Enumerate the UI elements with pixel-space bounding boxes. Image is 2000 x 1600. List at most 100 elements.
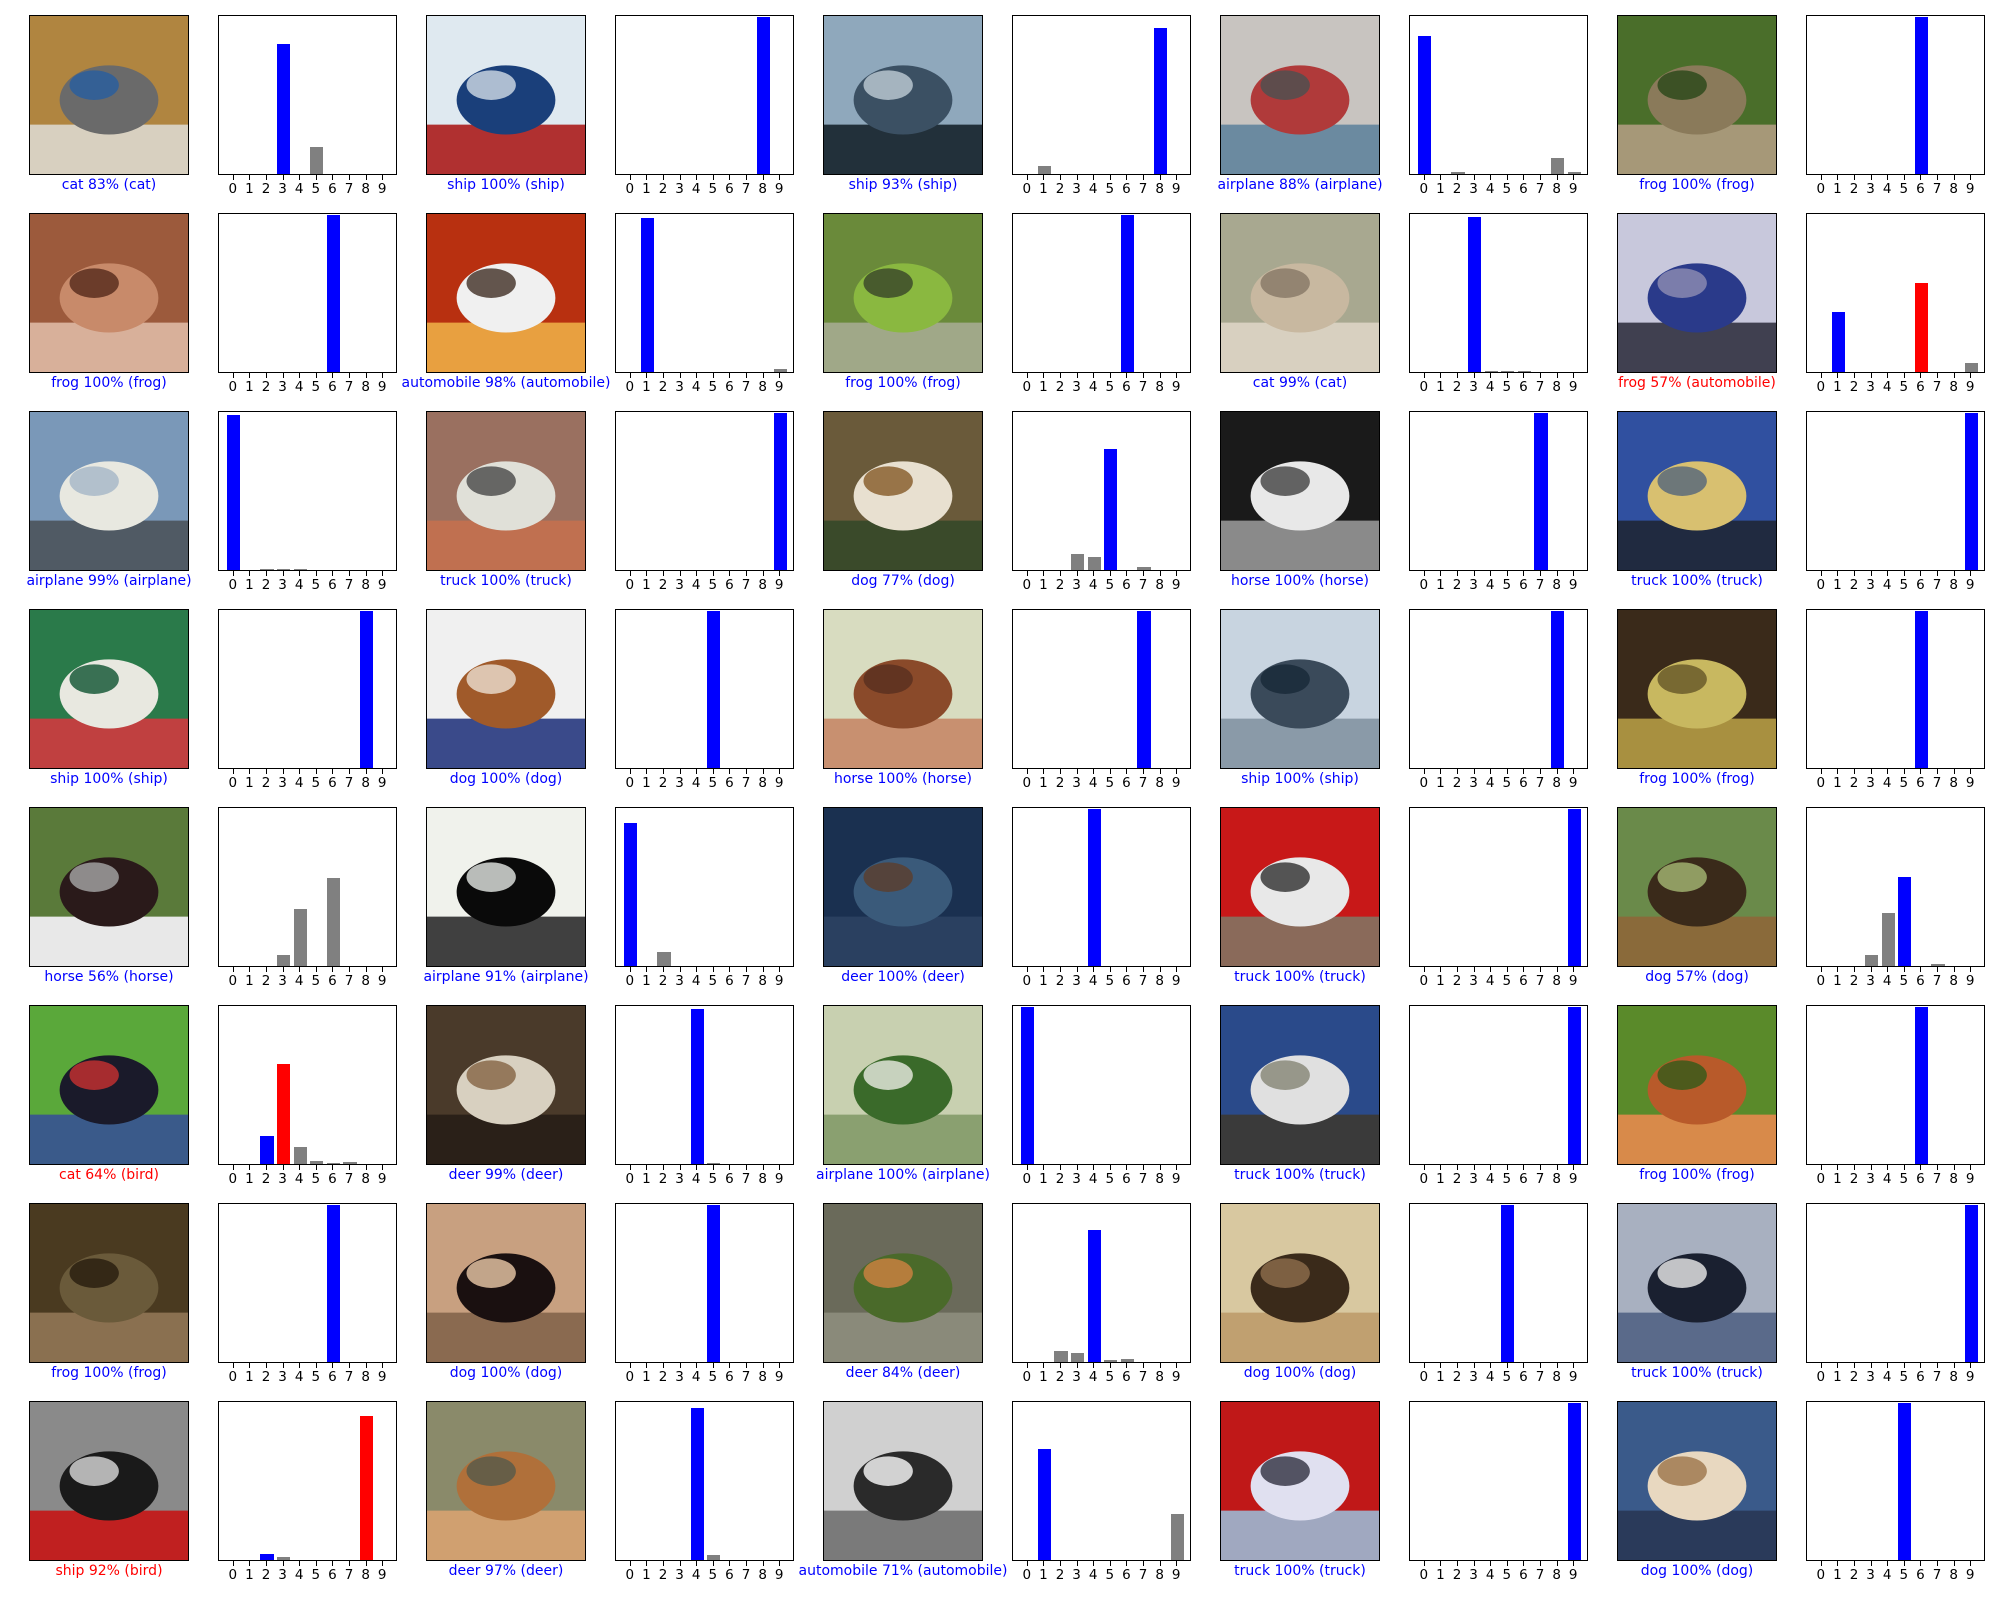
x-tick-label: 7	[1138, 973, 1148, 989]
probability-bar	[707, 1205, 721, 1362]
x-tick-mark	[1870, 769, 1872, 774]
x-tick-label: 1	[642, 1369, 651, 1385]
prediction-label: dog 100% (dog)	[1243, 1365, 1357, 1381]
x-tick-label: 2	[658, 577, 668, 593]
x-tick-mark	[1026, 769, 1028, 774]
x-tick-label: 6	[1122, 379, 1131, 395]
x-tick-mark	[1887, 175, 1889, 180]
x-tick-label: 7	[1932, 1567, 1942, 1583]
x-tick-mark	[1423, 769, 1425, 774]
x-tick-mark	[1853, 373, 1855, 378]
x-tick-label: 3	[675, 973, 684, 989]
x-tick-label: 4	[691, 1567, 701, 1583]
x-tick-label: 0	[625, 577, 635, 593]
x-tick-mark	[1043, 769, 1045, 774]
x-tick-mark	[1490, 571, 1492, 576]
x-tick-label: 7	[1535, 1171, 1545, 1187]
x-tick-mark	[1573, 373, 1575, 378]
x-tick-label: 2	[1055, 181, 1065, 197]
x-tick-label: 3	[1072, 1171, 1081, 1187]
x-tick-mark	[282, 1363, 284, 1368]
x-tick-label: 8	[1155, 1369, 1164, 1385]
x-tick-mark	[1903, 1165, 1905, 1170]
x-tick-label: 3	[1866, 1567, 1875, 1583]
x-tick-label: 3	[1072, 181, 1081, 197]
x-tick-label: 5	[708, 379, 718, 395]
x-tick-mark	[1093, 1165, 1095, 1170]
probability-bar	[1534, 413, 1548, 570]
sample-image	[29, 1005, 189, 1165]
sample-image	[29, 1203, 189, 1363]
x-tick-mark	[629, 373, 631, 378]
probability-bar-chart	[1806, 609, 1985, 769]
probability-bar	[1153, 28, 1168, 174]
x-tick-label: 5	[1899, 181, 1909, 197]
x-tick-label: 0	[1022, 973, 1032, 989]
x-tick-label: 8	[1552, 1567, 1561, 1583]
x-tick-label: 6	[1519, 775, 1528, 791]
prediction-label: frog 100% (frog)	[1639, 771, 1755, 787]
x-tick-mark	[1109, 1165, 1111, 1170]
x-tick-mark	[382, 1165, 384, 1170]
x-tick-label: 2	[1849, 1171, 1859, 1187]
prediction-label: truck 100% (truck)	[1234, 1167, 1366, 1183]
x-tick-mark	[1109, 373, 1111, 378]
x-tick-mark	[1556, 373, 1558, 378]
x-tick-label: 1	[1833, 577, 1842, 593]
x-tick-label: 8	[758, 1567, 767, 1583]
x-tick-mark	[1176, 1165, 1178, 1170]
x-tick-label: 2	[1849, 775, 1859, 791]
x-tick-mark	[282, 1165, 284, 1170]
x-tick-label: 1	[642, 181, 651, 197]
x-tick-label: 6	[1916, 181, 1925, 197]
x-tick-mark	[1423, 967, 1425, 972]
x-tick-label: 0	[228, 181, 238, 197]
x-tick-label: 1	[642, 1171, 651, 1187]
prediction-label: frog 100% (frog)	[51, 1365, 167, 1381]
x-tick-mark	[1573, 1165, 1575, 1170]
sample-image	[426, 1401, 586, 1561]
x-tick-mark	[1920, 1561, 1922, 1566]
x-tick-mark	[249, 571, 251, 576]
x-tick-mark	[249, 1165, 251, 1170]
sample-image	[1617, 411, 1777, 571]
x-tick-label: 1	[1833, 1567, 1842, 1583]
x-tick-label: 0	[228, 379, 238, 395]
x-tick-label: 5	[708, 1171, 718, 1187]
x-tick-mark	[1109, 1561, 1111, 1566]
x-tick-label: 6	[725, 973, 734, 989]
x-tick-mark	[1953, 769, 1955, 774]
x-tick-mark	[1540, 1363, 1541, 1368]
x-tick-mark	[349, 571, 350, 576]
x-tick-mark	[646, 769, 648, 774]
x-tick-mark	[1970, 1561, 1972, 1566]
x-tick-label: 8	[1155, 379, 1164, 395]
x-tick-mark	[1473, 1561, 1475, 1566]
x-tick-mark	[1490, 1363, 1492, 1368]
x-tick-label: 9	[377, 973, 387, 989]
x-tick-label: 6	[1916, 973, 1925, 989]
x-tick-mark	[1456, 769, 1458, 774]
x-tick-mark	[315, 373, 317, 378]
x-tick-mark	[1143, 1363, 1144, 1368]
prediction-label: deer 97% (deer)	[448, 1563, 564, 1579]
x-tick-mark	[1143, 1165, 1144, 1170]
x-tick-label: 0	[1816, 1567, 1826, 1583]
probability-bar	[756, 17, 771, 174]
x-tick-mark	[1159, 1165, 1161, 1170]
x-tick-mark	[1043, 175, 1045, 180]
prediction-label: ship 92% (bird)	[55, 1563, 163, 1579]
x-tick-mark	[1043, 1561, 1045, 1566]
x-tick-label: 5	[311, 1369, 321, 1385]
x-tick-label: 4	[1882, 775, 1892, 791]
probability-bar	[276, 569, 291, 570]
x-tick-mark	[779, 571, 781, 576]
x-tick-mark	[1159, 175, 1161, 180]
x-tick-mark	[1540, 175, 1541, 180]
x-tick-label: 3	[1866, 181, 1875, 197]
x-tick-mark	[679, 175, 681, 180]
x-tick-label: 4	[1882, 577, 1892, 593]
x-tick-label: 3	[1866, 379, 1875, 395]
x-tick-mark	[349, 1165, 350, 1170]
